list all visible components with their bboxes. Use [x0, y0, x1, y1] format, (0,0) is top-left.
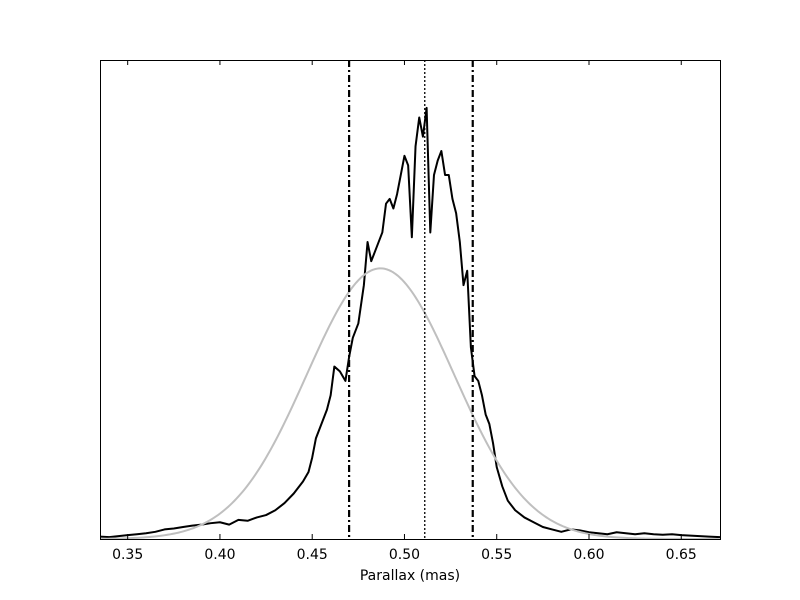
plot-frame: [100, 60, 721, 540]
gaussian-fit-line: [100, 267, 720, 539]
x-tick-label: 0.65: [666, 547, 697, 563]
x-tick-label: 0.45: [297, 547, 328, 563]
x-tick-label: 0.55: [481, 547, 512, 563]
x-axis-ticks: 0.35 0.40 0.45 0.50 0.55 0.60 0.65: [112, 60, 697, 563]
x-tick-label: 0.60: [573, 547, 604, 563]
x-tick-label: 0.40: [204, 547, 235, 563]
x-tick-label: 0.35: [112, 547, 143, 563]
x-tick-label: 0.50: [389, 547, 420, 563]
x-axis-label: Parallax (mas): [360, 568, 460, 584]
histogram-line: [100, 106, 720, 539]
plot-area: [100, 60, 720, 539]
